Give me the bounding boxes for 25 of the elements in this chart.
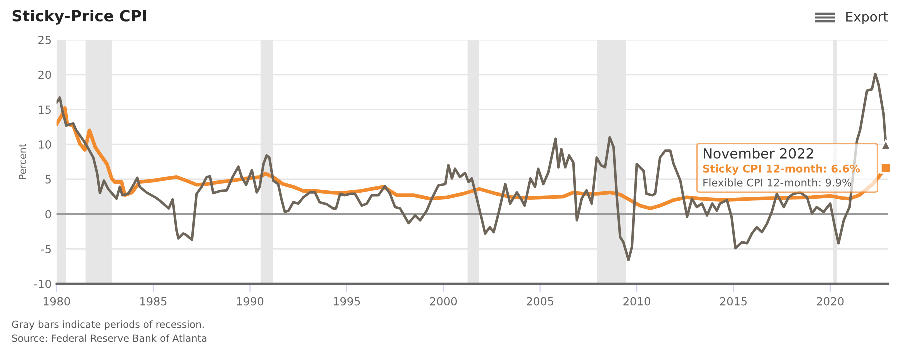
x-tick-label: 2020 xyxy=(817,297,844,306)
source-note: Source: Federal Reserve Bank of Atlanta xyxy=(12,334,207,342)
annotation: Flexible CPI 12-month: 9.9% xyxy=(704,178,852,187)
x-tick-label: 2015 xyxy=(720,297,747,306)
x-tick-label: 2005 xyxy=(527,297,554,306)
y-tick-label: 25 xyxy=(38,36,51,44)
y-tick-label: 15 xyxy=(39,106,51,114)
y-tick-label: 5 xyxy=(46,176,51,184)
text: Export xyxy=(846,12,888,24)
y-tick-label: 20 xyxy=(38,70,52,80)
y-tick-label: 10 xyxy=(39,140,52,149)
x-tick-label: 1995 xyxy=(334,297,360,306)
x-tick-label: 2000 xyxy=(430,297,458,306)
y-axis-title: Percent xyxy=(19,144,26,180)
y-tick-label: 0 xyxy=(46,210,52,219)
x-tick-label: 2010 xyxy=(624,297,650,306)
annotation: Sticky CPI 12-month: 6.6% xyxy=(703,164,860,175)
y-tick-label: -5 xyxy=(41,245,51,254)
annotation: November 2022 xyxy=(704,148,814,159)
x-tick-label: 1980 xyxy=(44,297,70,306)
x-tick-label: 1990 xyxy=(237,297,264,306)
y-tick-label: -10 xyxy=(34,280,52,288)
chart-title: Sticky-Price CPI xyxy=(12,10,146,25)
x-tick-label: 1985 xyxy=(140,297,167,306)
text: Gray bars indicate periods of recession. xyxy=(12,320,204,330)
